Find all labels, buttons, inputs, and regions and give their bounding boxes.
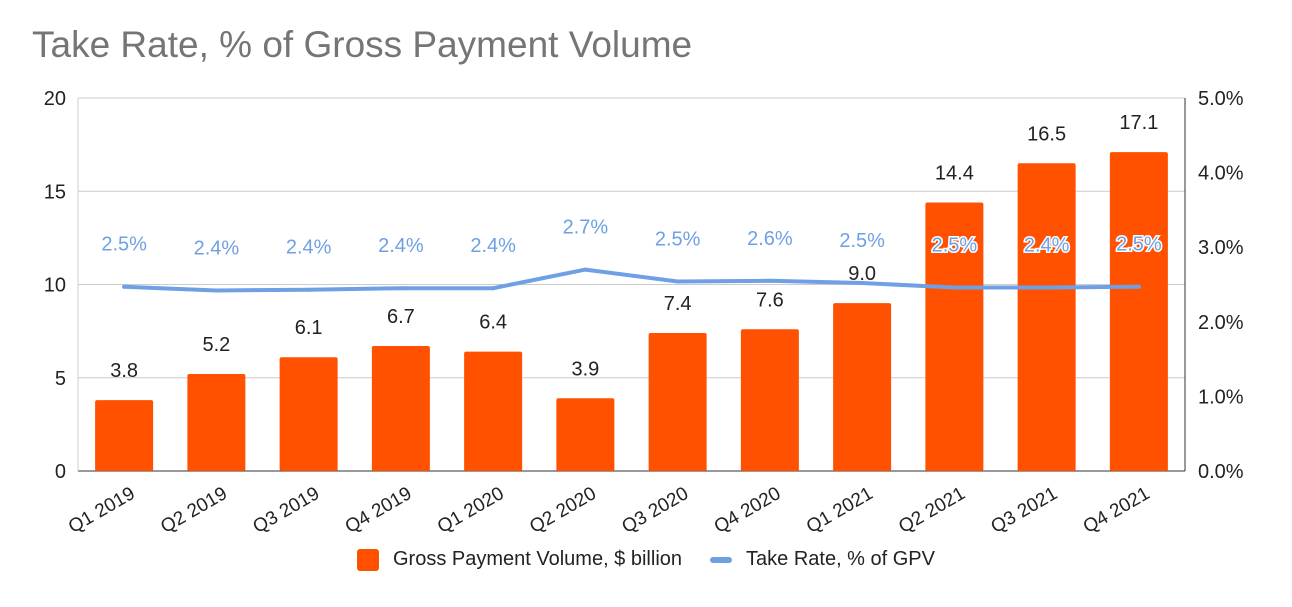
x-tick-label: Q1 2021: [803, 483, 877, 538]
x-tick-label: Q3 2021: [987, 483, 1061, 538]
legend-item-gpv: Gross Payment Volume, $ billion: [356, 548, 683, 571]
bar: [187, 374, 246, 471]
take-rate-label: 2.5%: [1116, 234, 1162, 256]
take-rate-label: 2.4%: [470, 235, 516, 257]
take-rate-point: [1044, 285, 1049, 290]
bar-value-label: 5.2: [202, 334, 230, 356]
take-rate-label: 2.5%: [839, 230, 885, 252]
take-rate-point: [860, 281, 865, 286]
legend-swatch-gpv: [356, 548, 379, 571]
take-rate-point: [583, 267, 588, 272]
x-tick-label: Q1 2020: [434, 483, 508, 538]
bar: [95, 400, 154, 471]
legend-swatch-take-rate: [710, 556, 733, 563]
x-tick-label: Q3 2019: [249, 483, 323, 538]
legend-label-take-rate: Take Rate, % of GPV: [746, 548, 935, 570]
bar-value-label: 6.4: [479, 312, 507, 334]
take-rate-label: 2.4%: [1024, 234, 1070, 256]
take-rate-point: [306, 287, 311, 292]
take-rate-label: 2.5%: [655, 229, 701, 251]
take-rate-point: [214, 288, 219, 293]
take-rate-label: 2.4%: [286, 237, 332, 259]
take-rate-label: 2.6%: [747, 228, 793, 250]
bar-value-label: 9.0: [848, 263, 876, 285]
y-left-tick-label: 0: [55, 461, 66, 483]
bar-value-label: 6.1: [295, 317, 323, 339]
take-rate-point: [1136, 284, 1141, 289]
x-tick-label: Q2 2020: [526, 483, 600, 538]
y-right-tick-label: 4.0%: [1198, 163, 1244, 185]
take-rate-point: [675, 279, 680, 284]
y-left-tick-label: 10: [44, 275, 66, 297]
x-tick-label: Q3 2020: [618, 483, 692, 538]
take-rate-label: 2.7%: [563, 217, 609, 239]
bar: [556, 398, 615, 471]
take-rate-point: [767, 278, 772, 283]
take-rate-label: 2.5%: [932, 234, 978, 256]
bar: [371, 346, 430, 471]
bar: [1017, 163, 1076, 471]
take-rate-line: [122, 267, 1141, 293]
legend: Gross Payment Volume, $ billion Take Rat…: [0, 548, 1292, 571]
x-tick-label: Q2 2021: [895, 483, 969, 538]
bar: [464, 351, 523, 471]
x-tick-label: Q4 2019: [342, 483, 416, 538]
y-right-tick-label: 1.0%: [1198, 386, 1244, 408]
x-tick-label: Q4 2020: [711, 483, 785, 538]
take-rate-point: [122, 284, 127, 289]
x-tick-label: Q1 2019: [65, 483, 139, 538]
bar-value-label: 3.9: [571, 358, 599, 380]
bar-value-label: 17.1: [1119, 112, 1158, 134]
take-rate-point: [491, 286, 496, 291]
bar: [1109, 152, 1168, 471]
bar: [925, 202, 984, 471]
bar: [740, 329, 799, 471]
y-right-tick-label: 0.0%: [1198, 461, 1244, 483]
take-rate-point: [952, 285, 957, 290]
take-rate-point: [398, 286, 403, 291]
bar-value-label: 3.8: [110, 360, 138, 382]
legend-item-take-rate: Take Rate, % of GPV: [710, 548, 935, 571]
bar: [279, 357, 338, 471]
x-tick-label: Q2 2019: [157, 483, 231, 538]
bar-value-label: 16.5: [1027, 123, 1066, 145]
take-rate-label: 2.5%: [101, 234, 147, 256]
x-tick-label: Q4 2021: [1080, 483, 1154, 538]
take-rate-label: 2.4%: [194, 237, 240, 259]
y-right-tick-label: 2.0%: [1198, 312, 1244, 334]
y-right-tick-label: 3.0%: [1198, 237, 1244, 259]
legend-label-gpv: Gross Payment Volume, $ billion: [392, 548, 683, 570]
y-left-tick-label: 5: [55, 368, 66, 390]
take-rate-label: 2.4%: [378, 235, 424, 257]
y-left-tick-label: 15: [44, 181, 66, 203]
chart-title: Take Rate, % of Gross Payment Volume: [32, 24, 693, 65]
bar: [833, 303, 892, 471]
y-left-tick-label: 20: [44, 88, 66, 110]
bar-value-label: 7.4: [664, 293, 692, 315]
bar-value-label: 7.6: [756, 289, 784, 311]
bar: [648, 332, 707, 471]
bar-value-label: 6.7: [387, 306, 415, 328]
bar-value-label: 14.4: [935, 162, 974, 184]
y-right-tick-label: 5.0%: [1198, 88, 1244, 110]
